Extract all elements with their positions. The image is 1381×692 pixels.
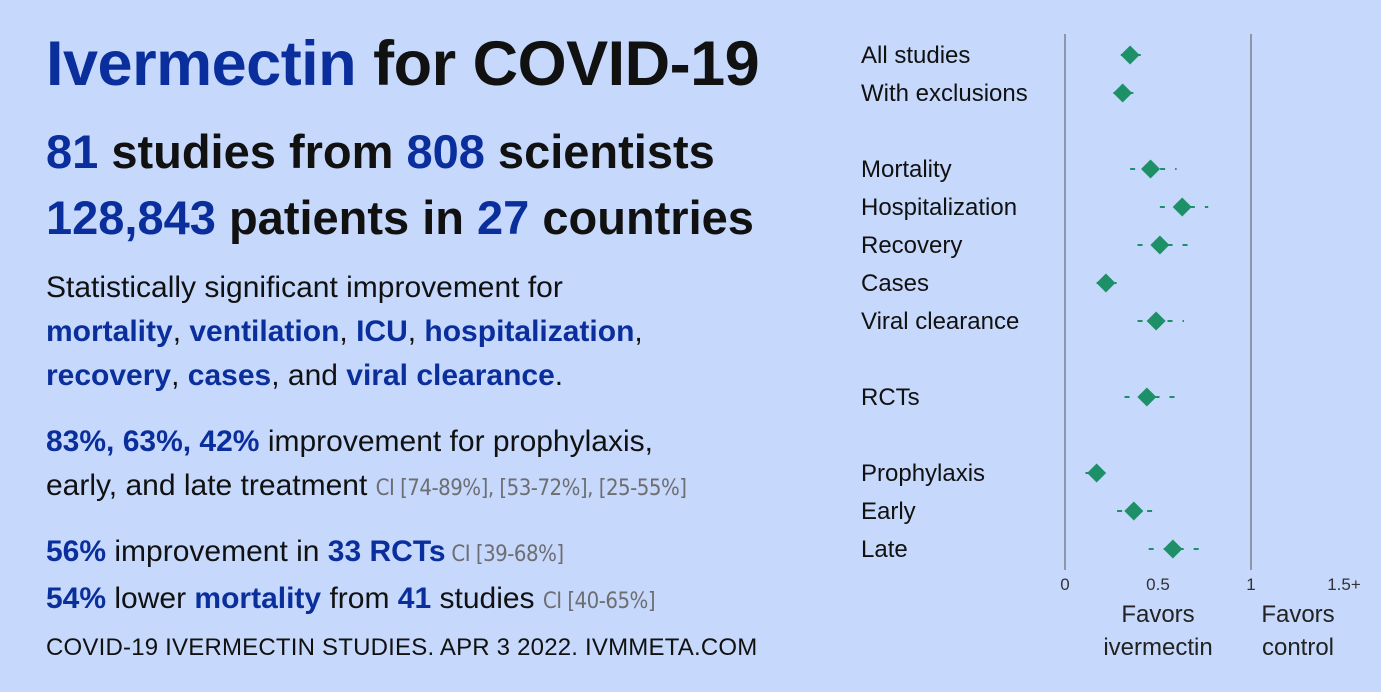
row-label: Cases [861,270,929,297]
favors-ivermectin-label: ivermectin [1103,634,1212,661]
row-label: Prophylaxis [861,460,985,487]
estimate-marker [1113,83,1133,103]
row-label: Late [861,536,908,563]
row-label: Early [861,498,916,525]
study-count: 81 [46,125,99,178]
estimate-marker [1172,197,1192,217]
x-tick-label: 1.5+ [1327,575,1361,594]
estimate-marker [1163,539,1183,559]
x-tick-label: 0.5 [1146,575,1170,594]
row-label: All studies [861,42,970,69]
favors-ivermectin-label: Favors [1121,601,1194,628]
favors-control-label: control [1262,634,1334,661]
patients-summary: 128,843 patients in 27 countries [46,191,754,244]
estimate-marker [1150,235,1170,255]
x-tick-label: 1 [1246,575,1255,594]
treatment-improvement: 83%, 63%, 42% improvement for prophylaxi… [46,425,687,502]
row-label: Viral clearance [861,308,1019,335]
estimate-marker [1120,45,1140,65]
x-tick-label: 0 [1060,575,1069,594]
page-title: Ivermectin for COVID-19 [46,29,760,99]
country-count: 27 [477,191,530,244]
scientist-count: 808 [406,125,485,178]
estimate-marker [1141,159,1161,179]
footer-source: COVID-19 IVERMECTIN STUDIES. APR 3 2022.… [46,634,758,661]
favors-control-label: Favors [1261,601,1334,628]
estimate-marker [1124,501,1144,521]
estimate-marker [1137,387,1157,407]
estimate-marker [1146,311,1166,331]
row-label: With exclusions [861,80,1028,107]
patient-count: 128,843 [46,191,216,244]
row-label: Recovery [861,232,962,259]
significance-statement: Statistically significant improvement fo… [46,271,643,392]
estimate-marker [1096,273,1116,293]
rct-and-mortality: 56% improvement in 33 RCTs CI [39-68%] 5… [46,535,656,615]
row-label: Hospitalization [861,194,1017,221]
estimate-marker [1087,463,1107,483]
row-label: RCTs [861,384,920,411]
studies-summary: 81 studies from 808 scientists [46,125,715,178]
row-label: Mortality [861,156,952,183]
